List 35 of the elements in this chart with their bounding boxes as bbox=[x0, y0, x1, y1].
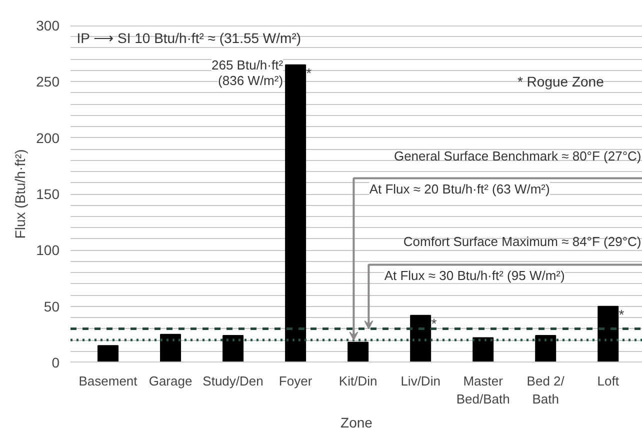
x-tick-label: Basement bbox=[78, 374, 138, 388]
annotation: * bbox=[618, 306, 625, 322]
annotation: * bbox=[431, 315, 438, 332]
y-tick-label: 200 bbox=[36, 130, 60, 146]
bar bbox=[285, 64, 306, 362]
bar bbox=[348, 342, 369, 362]
x-axis-title: Zone bbox=[340, 414, 373, 430]
bar bbox=[598, 306, 619, 362]
y-axis-title: Flux (Btu/h·ft²) bbox=[12, 149, 28, 239]
annotation: 265 Btu/h·ft² (836 W/m²) bbox=[212, 57, 284, 88]
bar bbox=[98, 345, 119, 362]
y-tick-label: 150 bbox=[36, 186, 60, 202]
bar bbox=[160, 334, 182, 362]
annotation: * bbox=[306, 64, 312, 81]
text: General Surface Benchmark ≈ 80°F (27°C) At Flux ≈ 20 Btu/h·ft² (63 W/m²) bbox=[369, 148, 642, 197]
x-tick-label: Bed 2/ Bath bbox=[526, 374, 565, 406]
y-tick-label: 0 bbox=[52, 354, 60, 370]
x-tick-label: Master Bed/Bath bbox=[456, 374, 510, 406]
y-tick-label: 100 bbox=[36, 242, 60, 258]
bar bbox=[222, 335, 244, 362]
x-tick-label: Study/Den bbox=[202, 374, 264, 388]
y-tick-label: 50 bbox=[44, 298, 60, 314]
x-tick-label: Kit/Din bbox=[338, 374, 378, 388]
annotation: * Rogue Zone bbox=[517, 74, 604, 90]
annotation: IP ⟶ SI 10 Btu/h·ft² ≈ (31.55 W/m²) bbox=[76, 30, 302, 46]
x-tick-label: Liv/Din bbox=[400, 374, 440, 388]
bar bbox=[410, 314, 432, 362]
y-tick-label: 300 bbox=[36, 18, 60, 34]
x-tick-label: Loft bbox=[597, 374, 620, 388]
bar bbox=[535, 335, 556, 362]
x-tick-label: Garage bbox=[148, 374, 192, 388]
text: Comfort Surface Maximum ≈ 84°F (29°C) At Flux ≈ 30 Btu/h·ft² (95 W/m²) bbox=[384, 234, 642, 284]
bar bbox=[472, 337, 494, 362]
x-tick-label: Foyer bbox=[278, 374, 313, 388]
y-tick-label: 250 bbox=[36, 74, 60, 90]
